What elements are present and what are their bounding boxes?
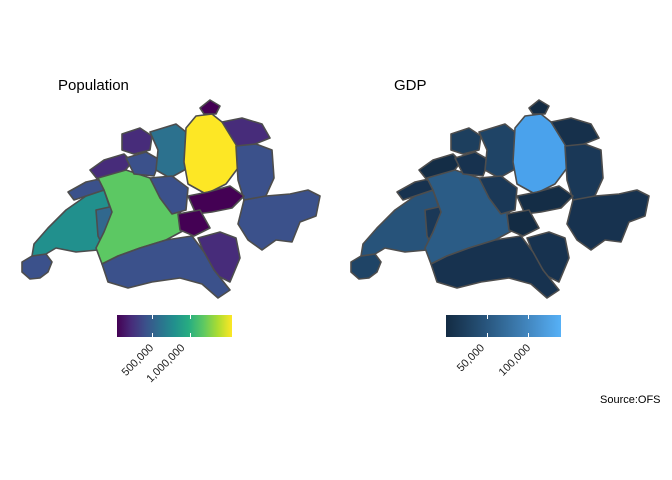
region-basel [450, 127, 482, 155]
region-lucerne [478, 175, 518, 215]
source-caption: Source:OFS [600, 394, 661, 406]
gdp-colorbar [446, 315, 561, 337]
region-graubunden [237, 189, 321, 251]
gdp-map-title: GDP [394, 77, 427, 94]
region-lucerne [149, 175, 189, 215]
region-st-gallen [235, 143, 275, 201]
region-valais [430, 235, 560, 299]
region-schaffhausen [199, 99, 221, 115]
region-uri [177, 209, 211, 237]
region-aargau [478, 123, 518, 179]
region-graubunden [566, 189, 650, 251]
region-basel [121, 127, 153, 155]
region-st-gallen [564, 143, 604, 201]
population-map-title: Population [58, 77, 129, 94]
region-uri [506, 209, 540, 237]
region-valais [101, 235, 231, 299]
region-aargau [149, 123, 189, 179]
region-geneva [350, 253, 382, 280]
region-schaffhausen [528, 99, 550, 115]
population-colorbar [117, 315, 232, 337]
region-schwyz [516, 185, 574, 215]
